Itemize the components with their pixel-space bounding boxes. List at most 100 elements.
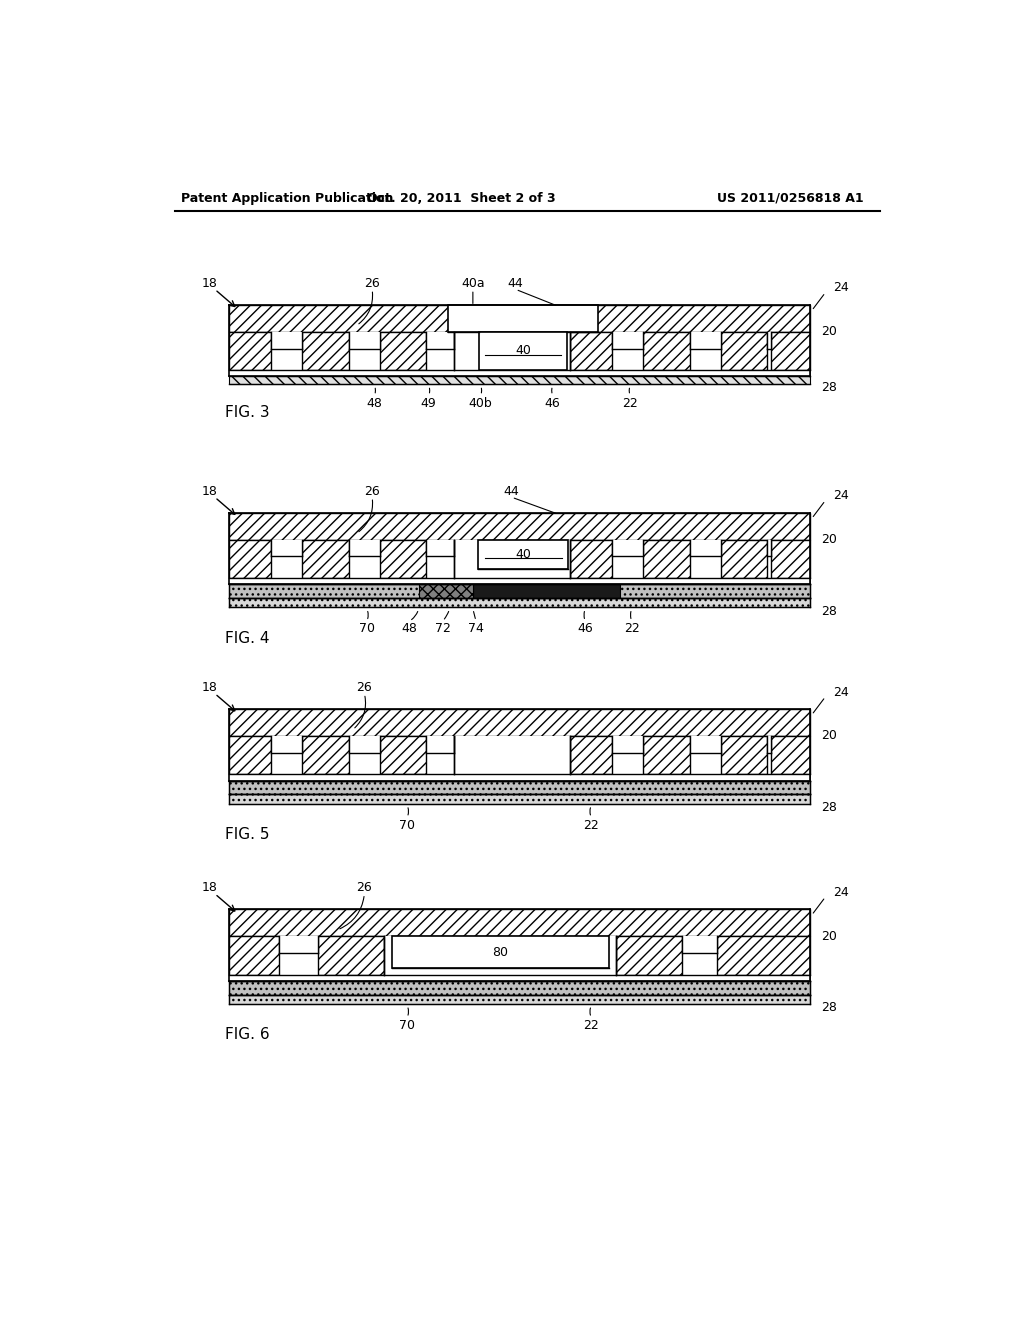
Text: 48: 48 [401,622,417,635]
Bar [228,780,810,795]
Text: 18: 18 [202,277,217,289]
Text: 26: 26 [356,681,373,694]
Bar [426,540,454,557]
Bar [228,512,810,540]
Text: 22: 22 [623,397,638,409]
Bar [721,540,767,578]
Bar [228,974,810,981]
Text: 18: 18 [202,484,217,498]
Text: 72: 72 [435,622,451,635]
Text: 28: 28 [821,801,838,814]
Bar [349,331,380,348]
Text: Patent Application Publication: Patent Application Publication [180,191,393,205]
Text: FIG. 6: FIG. 6 [225,1027,269,1043]
Bar [271,331,302,348]
Bar [767,540,771,557]
Text: 49: 49 [421,397,436,409]
Bar [228,995,810,1003]
Bar [228,585,810,598]
Text: 74: 74 [468,622,484,635]
Bar [771,540,810,578]
Bar [228,775,810,780]
Text: 80: 80 [492,945,508,958]
Text: 24: 24 [834,685,849,698]
Bar [473,585,621,598]
Bar [271,540,302,557]
Bar [690,737,721,752]
Bar [771,737,810,775]
Text: 28: 28 [821,381,838,395]
Text: 46: 46 [545,397,560,409]
Text: 22: 22 [584,818,599,832]
Bar [721,737,767,775]
Bar [228,775,810,780]
Text: 26: 26 [356,880,373,894]
Bar [228,974,810,981]
Text: 24: 24 [834,886,849,899]
Bar [569,331,612,370]
Bar [280,936,317,953]
Bar [717,936,810,974]
Text: 44: 44 [508,277,523,289]
Bar [454,540,569,578]
Bar [419,585,473,598]
Text: 70: 70 [399,1019,415,1032]
Text: 48: 48 [367,397,382,409]
Bar [228,936,280,974]
Bar [384,936,616,974]
Bar [612,331,643,348]
Bar [569,540,612,578]
Bar [454,331,569,370]
Bar [317,936,384,974]
Bar [349,737,380,752]
Bar [302,540,349,578]
Bar [690,331,721,348]
Text: 70: 70 [399,818,415,832]
Text: 40b: 40b [469,397,493,409]
Bar [478,540,568,569]
Bar [228,737,271,775]
Text: 20: 20 [821,533,838,546]
Bar [228,598,810,607]
Bar [228,370,810,376]
Text: FIG. 5: FIG. 5 [225,826,269,842]
Bar [228,578,810,585]
Bar [479,331,567,370]
Text: 28: 28 [821,1001,838,1014]
Bar [228,331,271,370]
Bar [767,331,771,348]
Bar [228,376,810,384]
Bar [228,305,810,331]
Bar [721,331,767,370]
Text: FIG. 3: FIG. 3 [225,405,269,420]
Text: 26: 26 [365,277,380,289]
Text: 40: 40 [515,548,531,561]
Text: 20: 20 [821,325,838,338]
Bar [569,737,612,775]
Text: 22: 22 [624,622,640,635]
Bar [449,305,598,331]
Bar [228,909,810,936]
Bar [426,737,454,752]
Bar [612,540,643,557]
Bar [302,331,349,370]
Bar [228,370,810,376]
Bar [682,936,717,953]
Text: FIG. 4: FIG. 4 [225,631,269,645]
Text: US 2011/0256818 A1: US 2011/0256818 A1 [717,191,863,205]
Bar [454,737,569,775]
Text: 44: 44 [504,484,519,498]
Text: 40a: 40a [461,277,484,289]
Bar [349,540,380,557]
Text: 20: 20 [821,730,838,742]
Text: 46: 46 [578,622,593,635]
Bar [771,331,810,370]
Bar [271,737,302,752]
Bar [228,795,810,804]
Bar [380,331,426,370]
Bar [391,936,608,969]
Bar [643,331,690,370]
Bar [228,540,271,578]
Bar [612,737,643,752]
Bar [228,578,810,585]
